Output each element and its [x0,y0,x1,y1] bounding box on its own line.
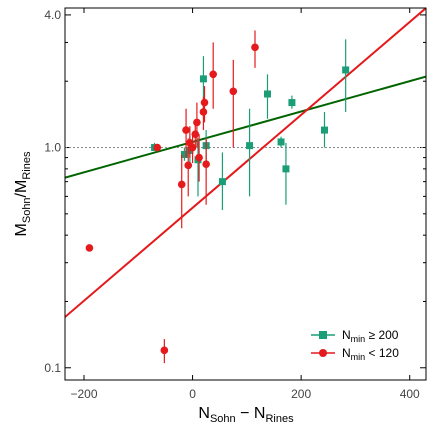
data-point-nmin-120 [182,126,190,134]
legend-label-nmin-120: Nmin < 120 [342,346,399,362]
tick-labels: −200 0 200 400 0.1 1.0 4.0 [44,8,420,401]
data-point-nmin-200 [218,178,226,186]
plot-background [65,8,426,380]
y-axis-title-main: M [13,223,30,236]
x-tick-label: 400 [400,387,420,401]
data-point-nmin-120 [184,161,193,170]
plot-layer [65,8,426,364]
legend-item-nmin-200: Nmin ≥ 200 [311,328,399,344]
data-point-nmin-120 [153,143,162,152]
legend-label-nmin-200: Nmin ≥ 200 [342,328,399,344]
x-tick-label: 0 [189,387,196,401]
data-point-nmin-200 [282,165,290,173]
x-tick-label: 200 [291,387,311,401]
data-point-nmin-200 [263,90,271,98]
x-axis-title-minus: − [236,405,254,422]
legend-marker-square [319,331,327,339]
data-point-nmin-200 [342,66,350,74]
data-point-nmin-120 [202,160,210,168]
data-point-nmin-200 [288,99,296,107]
data-point-nmin-120 [209,70,217,79]
y-axis-title-main2: M [13,180,30,193]
x-axis-title-main: N [198,405,210,422]
legend-label-nmin-200-main: N [342,328,351,342]
x-axis-title-sub1: Sohn [210,413,236,425]
legend: Nmin ≥ 200 Nmin < 120 [311,328,399,362]
data-point-nmin-120 [193,118,201,127]
y-axis-title-slash: / [13,192,30,197]
fit-line-nmin-200 [65,75,426,179]
x-axis-title-main2: N [254,405,266,422]
data-point-nmin-120 [251,43,259,52]
y-axis-title-sub1: Sohn [21,197,33,223]
fit-line-nmin-120 [65,8,426,318]
legend-item-nmin-120: Nmin < 120 [311,346,399,362]
y-tick-label: 1.0 [44,141,61,155]
x-axis-title-sub2: Rines [265,413,294,425]
data-point-nmin-200 [246,142,254,150]
legend-label-nmin-200-sub: min [351,334,366,344]
data-point-nmin-200 [320,126,328,134]
y-tick-label: 4.0 [44,8,61,22]
y-axis-title-sub2: Rines [21,151,33,180]
legend-label-nmin-200-rest: ≥ 200 [365,328,399,342]
data-point-nmin-120 [160,346,169,355]
legend-label-nmin-120-rest: < 120 [365,346,399,360]
x-axis-title: NSohn − NRines [198,405,294,425]
data-point-nmin-200 [277,138,285,146]
data-point-nmin-120 [199,108,208,116]
data-point-nmin-120 [85,244,94,252]
x-tick-label: −200 [70,387,97,401]
y-tick-label: 0.1 [44,361,61,375]
legend-marker-circle [319,349,327,357]
data-point-nmin-200 [199,75,207,83]
plot-frame [64,7,427,381]
data-point-nmin-120 [188,143,197,152]
data-point-nmin-200 [180,150,188,158]
data-point-nmin-120 [229,87,238,96]
legend-label-nmin-120-sub: min [351,352,366,362]
legend-label-nmin-120-main: N [342,346,351,360]
data-point-nmin-120 [191,130,200,138]
data-point-nmin-120 [200,98,209,107]
y-axis-title: MSohn/MRines [13,151,33,236]
data-point-nmin-120 [195,153,203,162]
data-point-nmin-120 [177,180,186,189]
